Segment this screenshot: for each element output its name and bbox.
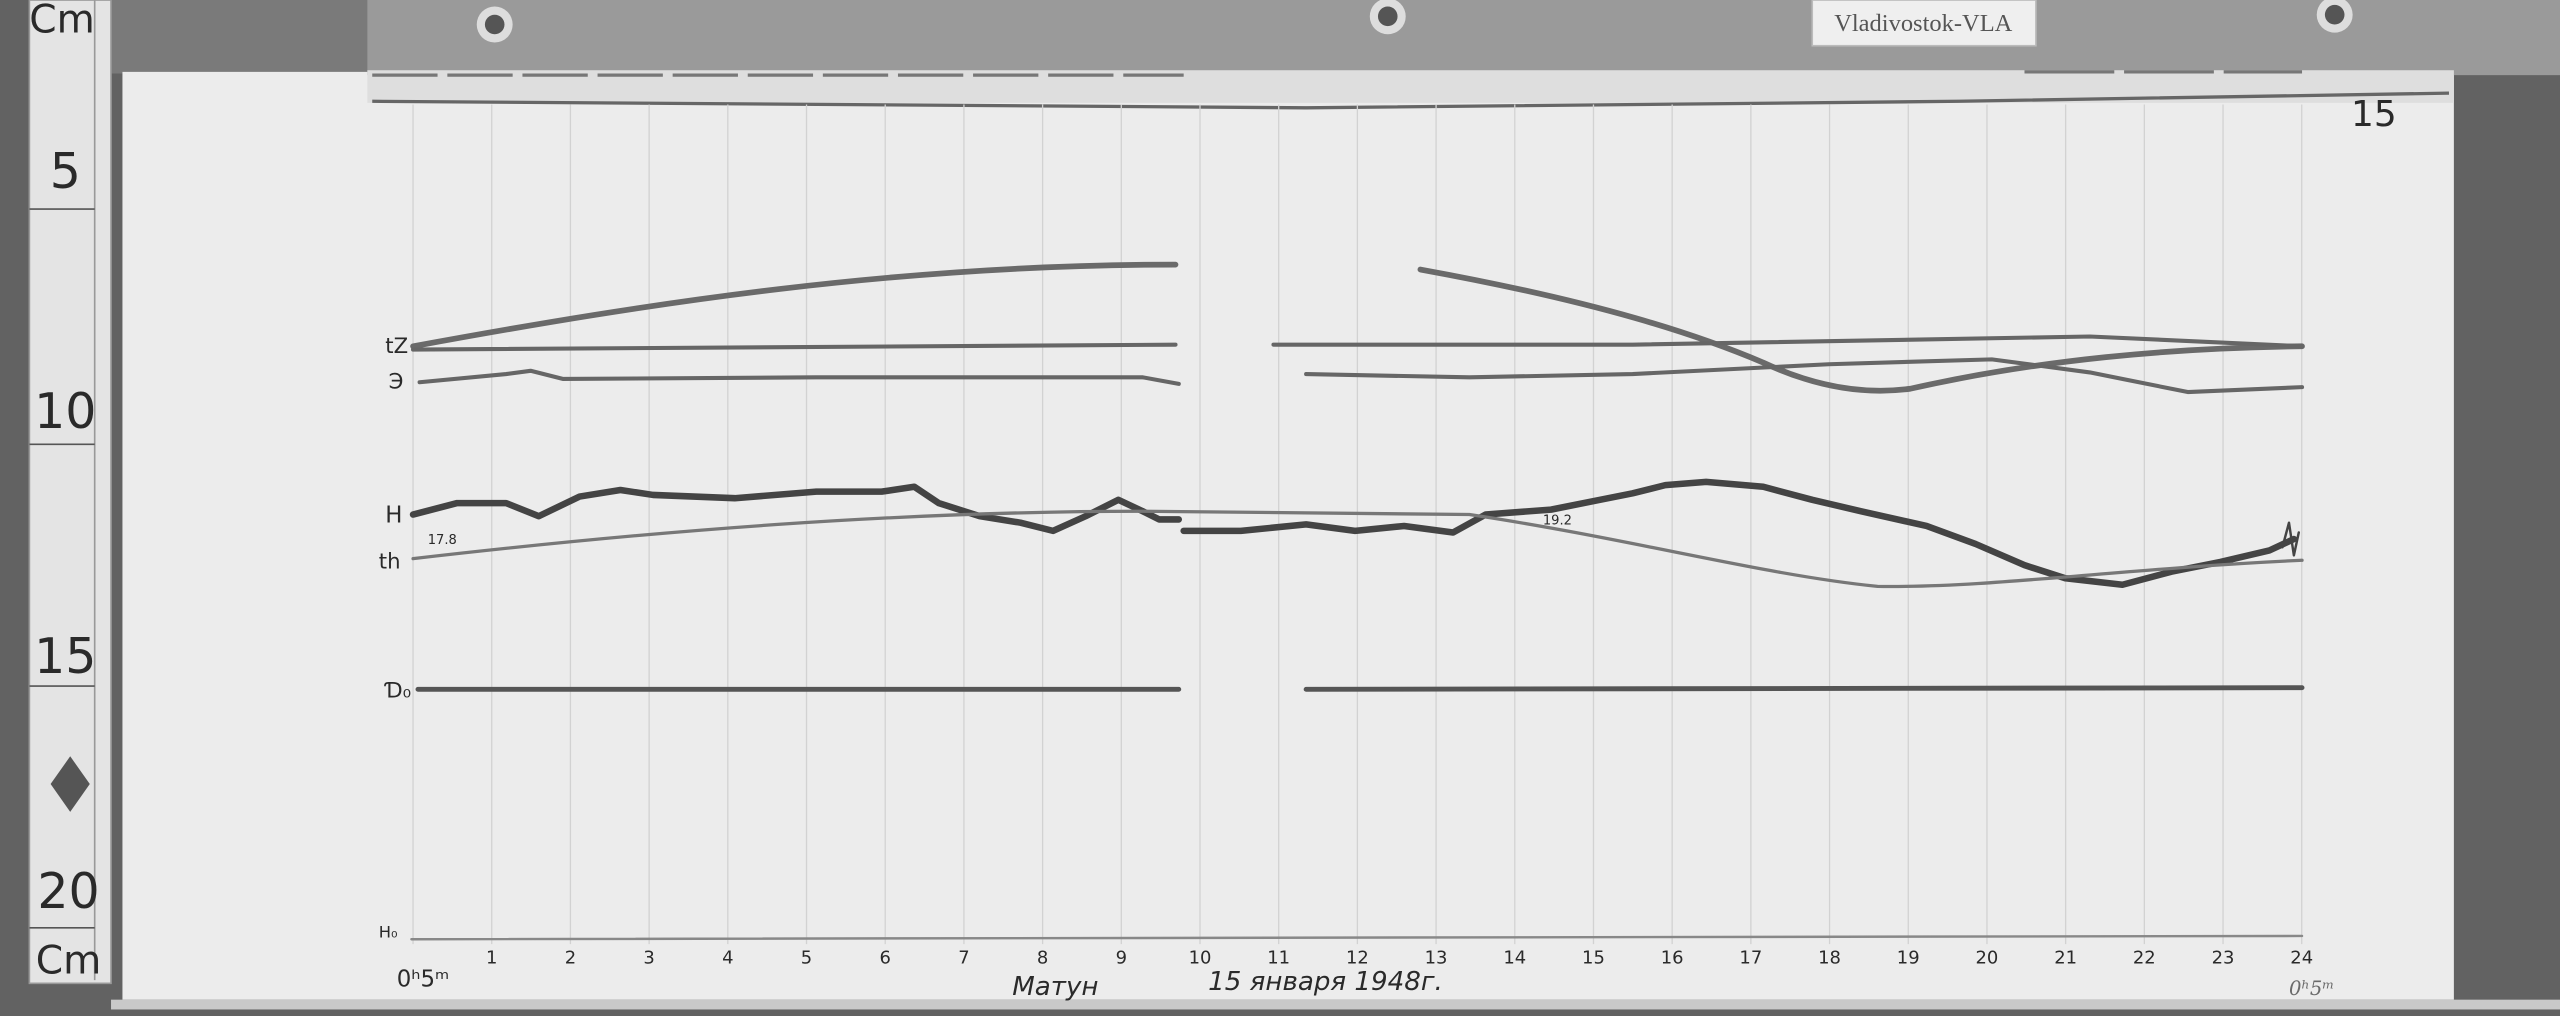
hour-label: 10: [1189, 948, 1212, 969]
trace-d0: [415, 685, 2305, 692]
hour-label: 2: [565, 948, 576, 969]
hour-label: 18: [1818, 948, 1841, 969]
sheet-number: 15: [2351, 94, 2397, 135]
screw-icon: [1369, 0, 1406, 35]
screw-icon: [476, 6, 513, 43]
hour-label: 13: [1425, 948, 1448, 969]
hour-label: 4: [722, 948, 733, 969]
trace-h: [409, 478, 2298, 589]
ruler: [28, 0, 112, 985]
ruler-mark-5: 5: [50, 143, 81, 200]
hour-label: 12: [1346, 948, 1369, 969]
hour-label: 21: [2054, 948, 2077, 969]
trace-th: [411, 509, 2304, 589]
hour-label: 11: [1267, 948, 1290, 969]
ruler-unit-bottom: Cm: [36, 939, 102, 984]
trace-h-spike: [2281, 521, 2301, 557]
hour-label: 24: [2290, 948, 2313, 969]
screw-icon: [2316, 0, 2353, 33]
magnetogram-paper: [122, 71, 2454, 1000]
hour-gridlines: [412, 104, 2303, 945]
ruler-mark-20: 20: [37, 863, 99, 920]
trace-label-tz: tZ: [385, 334, 408, 359]
trace-tz-flat: [411, 334, 2305, 352]
hour-label: 15: [1582, 948, 1605, 969]
annotation-th-start: 17.8: [428, 533, 457, 548]
trace-label-h0: H₀: [379, 923, 398, 942]
hour-label: 9: [1116, 948, 1127, 969]
clamp-bar: [367, 0, 2560, 76]
hour-label: 16: [1661, 948, 1684, 969]
hour-label: 3: [643, 948, 654, 969]
time-label-start: 0ʰ5ᵐ: [397, 967, 450, 993]
trace-label-d0: Ɗ₀: [383, 678, 411, 703]
hour-label: 23: [2212, 948, 2235, 969]
hour-label: 5: [801, 948, 812, 969]
station-label-box: [1811, 0, 2037, 47]
observer-signature: Матун: [1012, 972, 1098, 1002]
station-label: Vladivostok-VLA: [1834, 10, 2012, 37]
baseline-h0: [410, 934, 2304, 941]
time-label-end: 0ʰ5ᵐ: [2289, 977, 2334, 1000]
hour-label: 7: [958, 948, 969, 969]
hour-label: 20: [1976, 948, 1999, 969]
annotation-th-mid: 19.2: [1543, 513, 1572, 528]
board-top-left: [97, 0, 376, 74]
hour-label: 14: [1503, 948, 1526, 969]
hour-label: 1: [486, 948, 497, 969]
trace-label-h: H: [385, 503, 402, 529]
ruler-mark-10: 10: [34, 383, 96, 440]
hour-label: 17: [1739, 948, 1762, 969]
trace-d: [417, 357, 2305, 395]
ruler-unit-top: Cm: [29, 0, 95, 43]
trace-label-d: Э: [389, 370, 404, 395]
trace-tz-curve: [410, 261, 2305, 394]
hour-label: 19: [1897, 948, 1920, 969]
paper-bottom-edge: [111, 999, 2560, 1010]
trace-label-th: th: [379, 549, 401, 574]
hour-label: 8: [1037, 948, 1048, 969]
ruler-mark-15: 15: [34, 628, 96, 685]
hour-label: 6: [880, 948, 891, 969]
top-baseline-trace: [372, 91, 2450, 110]
record-date: 15 января 1948г.: [1208, 967, 1443, 997]
hour-label: 22: [2133, 948, 2156, 969]
diamond-marker-icon: [50, 756, 90, 812]
